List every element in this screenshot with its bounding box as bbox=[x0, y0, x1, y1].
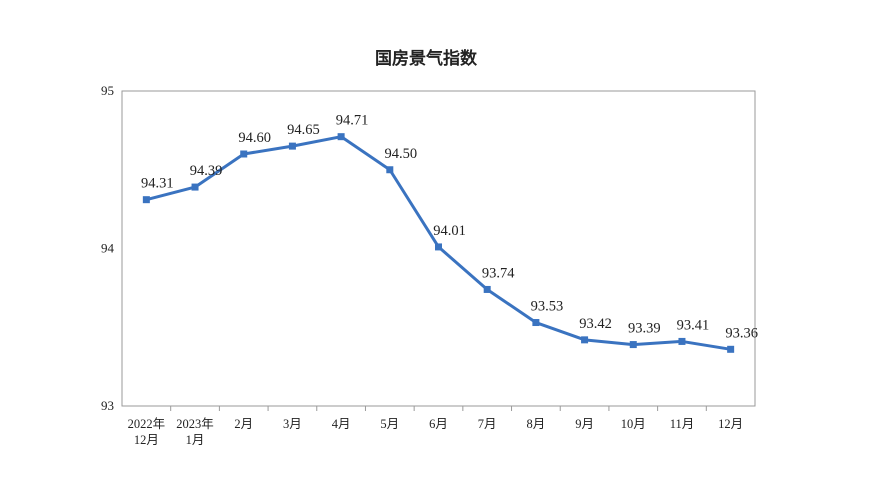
data-label: 93.42 bbox=[579, 316, 612, 332]
data-point bbox=[240, 150, 248, 158]
x-tick-label: 8月 bbox=[527, 417, 546, 431]
x-tick-label: 12月 bbox=[718, 417, 743, 431]
data-point bbox=[191, 183, 199, 191]
data-label: 93.36 bbox=[725, 325, 758, 341]
x-tick-label: 7月 bbox=[478, 417, 497, 431]
data-point bbox=[386, 166, 394, 174]
x-tick-label: 6月 bbox=[429, 417, 448, 431]
data-label: 94.65 bbox=[287, 122, 320, 138]
data-point bbox=[435, 243, 442, 251]
data-point bbox=[532, 319, 540, 327]
y-tick-label: 94 bbox=[101, 241, 115, 256]
data-label: 94.60 bbox=[238, 130, 271, 146]
data-label: 94.01 bbox=[433, 223, 466, 239]
data-point bbox=[288, 142, 296, 150]
data-point bbox=[142, 196, 150, 204]
data-label: 93.41 bbox=[677, 317, 710, 333]
data-point bbox=[727, 345, 735, 353]
x-tick-label: 4月 bbox=[332, 417, 351, 431]
x-axis: 2022年 12月 2023年 1月 2月 3月 4月 5月 6月 7月 8月 9月 10月 11月 12月 bbox=[128, 406, 743, 447]
x-tick-label: 9月 bbox=[575, 417, 594, 431]
data-label: 94.39 bbox=[190, 163, 223, 179]
data-label: 94.50 bbox=[384, 146, 417, 162]
y-tick-label: 93 bbox=[101, 398, 114, 413]
data-label: 93.53 bbox=[531, 299, 564, 315]
data-label: 93.74 bbox=[482, 265, 515, 281]
x-tick-label: 1月 bbox=[186, 433, 205, 447]
data-labels: 94.31 94.39 94.60 94.65 94.71 94.50 94.01 93.74… bbox=[141, 113, 758, 342]
x-tick-label: 2023年 bbox=[176, 417, 214, 431]
x-tick-label: 2月 bbox=[234, 417, 253, 431]
data-point bbox=[629, 341, 637, 349]
data-point bbox=[678, 337, 686, 345]
chart-title: 国房景气指数 bbox=[375, 48, 478, 69]
data-point bbox=[483, 285, 491, 293]
x-tick-label: 11月 bbox=[670, 417, 695, 431]
series-markers bbox=[142, 133, 735, 353]
x-tick-label: 5月 bbox=[380, 417, 399, 431]
data-point bbox=[581, 336, 589, 344]
x-tick-label: 3月 bbox=[283, 417, 302, 431]
data-point bbox=[337, 133, 345, 141]
y-tick-label: 95 bbox=[101, 83, 114, 98]
x-tick-label: 12月 bbox=[134, 433, 159, 447]
y-axis: 93 94 95 bbox=[101, 83, 115, 413]
data-label: 94.71 bbox=[336, 113, 369, 129]
data-label: 93.39 bbox=[628, 321, 661, 337]
x-tick-label: 2022年 bbox=[128, 417, 166, 431]
x-tick-label: 10月 bbox=[621, 417, 646, 431]
data-label: 94.31 bbox=[141, 176, 174, 192]
